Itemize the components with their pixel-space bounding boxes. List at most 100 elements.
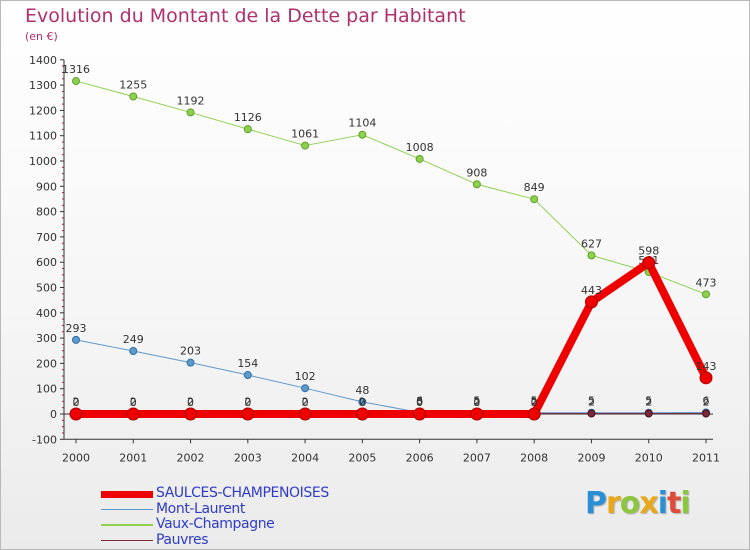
legend-swatch bbox=[101, 524, 153, 526]
data-point-pauvres bbox=[702, 409, 710, 418]
data-label-saulces-champenoises: 143 bbox=[696, 360, 717, 373]
data-label-pauvres: 2 bbox=[588, 395, 595, 408]
data-label-pauvres: 2 bbox=[473, 395, 480, 408]
data-label-mont-laurent: 5 bbox=[588, 395, 595, 408]
data-label-pauvres: 2 bbox=[645, 395, 652, 408]
data-label-pauvres: 2 bbox=[359, 395, 366, 408]
y-tick-label: 1000 bbox=[29, 155, 57, 168]
data-point-vaux-champagne bbox=[358, 130, 367, 139]
data-point-saulces-champenoises bbox=[699, 371, 713, 385]
data-point-mont-laurent bbox=[301, 384, 310, 393]
x-tick-label: 2006 bbox=[406, 451, 434, 464]
data-point-vaux-champagne bbox=[702, 290, 710, 299]
y-tick-label: 500 bbox=[36, 282, 57, 295]
data-point-saulces-champenoises bbox=[184, 407, 198, 421]
data-point-saulces-champenoises bbox=[241, 407, 255, 421]
data-label-mont-laurent: 5 bbox=[645, 395, 652, 408]
legend-label: SAULCES-CHAMPENOISES bbox=[156, 485, 329, 501]
data-label-mont-laurent: 6 bbox=[703, 394, 710, 407]
data-point-vaux-champagne bbox=[415, 154, 424, 163]
x-tick-label: 2001 bbox=[119, 451, 147, 464]
y-tick-label: 700 bbox=[36, 231, 57, 244]
data-label-vaux-champagne: 1255 bbox=[119, 78, 147, 91]
x-tick-label: 2003 bbox=[234, 451, 262, 464]
data-point-vaux-champagne bbox=[186, 108, 195, 117]
legend-swatch bbox=[101, 508, 153, 511]
y-tick-label: 100 bbox=[36, 383, 57, 396]
x-tick-label: 2000 bbox=[62, 451, 90, 464]
y-tick-label: 900 bbox=[36, 180, 57, 193]
x-tick-label: 2005 bbox=[348, 451, 376, 464]
data-label-saulces-champenoises: 0 bbox=[473, 396, 480, 409]
data-label-vaux-champagne: 1104 bbox=[348, 117, 376, 130]
data-label-saulces-champenoises: 0 bbox=[531, 396, 538, 409]
data-label-vaux-champagne: 1008 bbox=[406, 141, 434, 154]
legend-swatch bbox=[101, 490, 153, 498]
data-label-vaux-champagne: 849 bbox=[524, 181, 545, 194]
data-label-mont-laurent: 48 bbox=[355, 384, 369, 397]
legend-label: Mont-Laurent bbox=[156, 500, 245, 517]
data-label-vaux-champagne: 473 bbox=[696, 276, 717, 289]
y-tick-label: 200 bbox=[36, 357, 57, 370]
y-tick-label: 1100 bbox=[29, 130, 57, 143]
data-point-mont-laurent bbox=[186, 358, 195, 367]
data-label-saulces-champenoises: 0 bbox=[73, 396, 80, 409]
data-label-pauvres: 2 bbox=[703, 395, 710, 408]
x-tick-label: 2004 bbox=[291, 451, 319, 464]
logo-letter: i bbox=[680, 486, 690, 521]
data-point-saulces-champenoises bbox=[69, 407, 83, 421]
logo-letter: P bbox=[585, 486, 607, 521]
data-point-mont-laurent bbox=[72, 335, 80, 344]
series-line-mont-laurent bbox=[75, 339, 707, 414]
data-point-vaux-champagne bbox=[129, 92, 138, 101]
data-label-mont-laurent: 5 bbox=[473, 395, 480, 408]
series-line-vaux-champagne bbox=[75, 80, 707, 295]
data-point-saulces-champenoises bbox=[298, 407, 312, 421]
data-point-vaux-champagne bbox=[243, 125, 252, 134]
legend-label: Vaux-Champagne bbox=[156, 516, 275, 532]
x-tick-label: 2008 bbox=[520, 451, 548, 464]
data-label-vaux-champagne: 908 bbox=[466, 166, 487, 179]
data-point-saulces-champenoises bbox=[642, 256, 656, 270]
legend-swatch bbox=[101, 539, 153, 542]
x-tick-label: 2010 bbox=[635, 451, 663, 464]
data-label-pauvres: 2 bbox=[73, 395, 80, 408]
logo-letter: o bbox=[619, 486, 641, 521]
data-label-pauvres: 3 bbox=[416, 395, 423, 408]
data-point-saulces-champenoises bbox=[470, 407, 484, 421]
y-tick-label: 1300 bbox=[29, 79, 57, 92]
data-label-vaux-champagne: 1192 bbox=[177, 94, 205, 107]
data-label-saulces-champenoises: 443 bbox=[581, 284, 602, 297]
y-tick-label: 300 bbox=[36, 332, 57, 345]
data-point-saulces-champenoises bbox=[355, 407, 369, 421]
y-tick-label: 400 bbox=[36, 307, 57, 320]
data-label-saulces-champenoises: 0 bbox=[244, 396, 251, 409]
y-tick-label: 1200 bbox=[29, 104, 57, 117]
data-label-saulces-champenoises: 0 bbox=[302, 396, 309, 409]
x-tick-label: 2007 bbox=[463, 451, 491, 464]
data-label-vaux-champagne: 1316 bbox=[62, 63, 90, 76]
data-label-saulces-champenoises: 0 bbox=[359, 396, 366, 409]
chart-title: Evolution du Montant de la Dette par Hab… bbox=[25, 5, 466, 27]
data-label-vaux-champagne: 1061 bbox=[291, 128, 319, 141]
data-label-saulces-champenoises: 0 bbox=[130, 396, 137, 409]
data-label-mont-laurent: 5 bbox=[531, 395, 538, 408]
series-line-saulces-champenoises bbox=[72, 258, 710, 418]
data-label-pauvres: 2 bbox=[244, 395, 251, 408]
data-point-vaux-champagne bbox=[472, 180, 481, 189]
data-point-mont-laurent bbox=[129, 347, 138, 356]
data-point-vaux-champagne bbox=[530, 195, 539, 204]
data-point-mont-laurent bbox=[358, 397, 367, 406]
data-label-mont-laurent: 6 bbox=[416, 394, 423, 407]
y-tick-label: 1400 bbox=[29, 54, 57, 67]
x-tick-label: 2009 bbox=[577, 451, 605, 464]
chart-subtitle: (en €) bbox=[25, 30, 58, 43]
data-label-pauvres: 2 bbox=[302, 395, 309, 408]
data-label-vaux-champagne: 1126 bbox=[234, 111, 262, 124]
y-tick-label: -100 bbox=[32, 433, 57, 446]
data-label-vaux-champagne: 627 bbox=[581, 237, 602, 250]
data-point-saulces-champenoises bbox=[126, 407, 140, 421]
data-point-saulces-champenoises bbox=[527, 407, 541, 421]
